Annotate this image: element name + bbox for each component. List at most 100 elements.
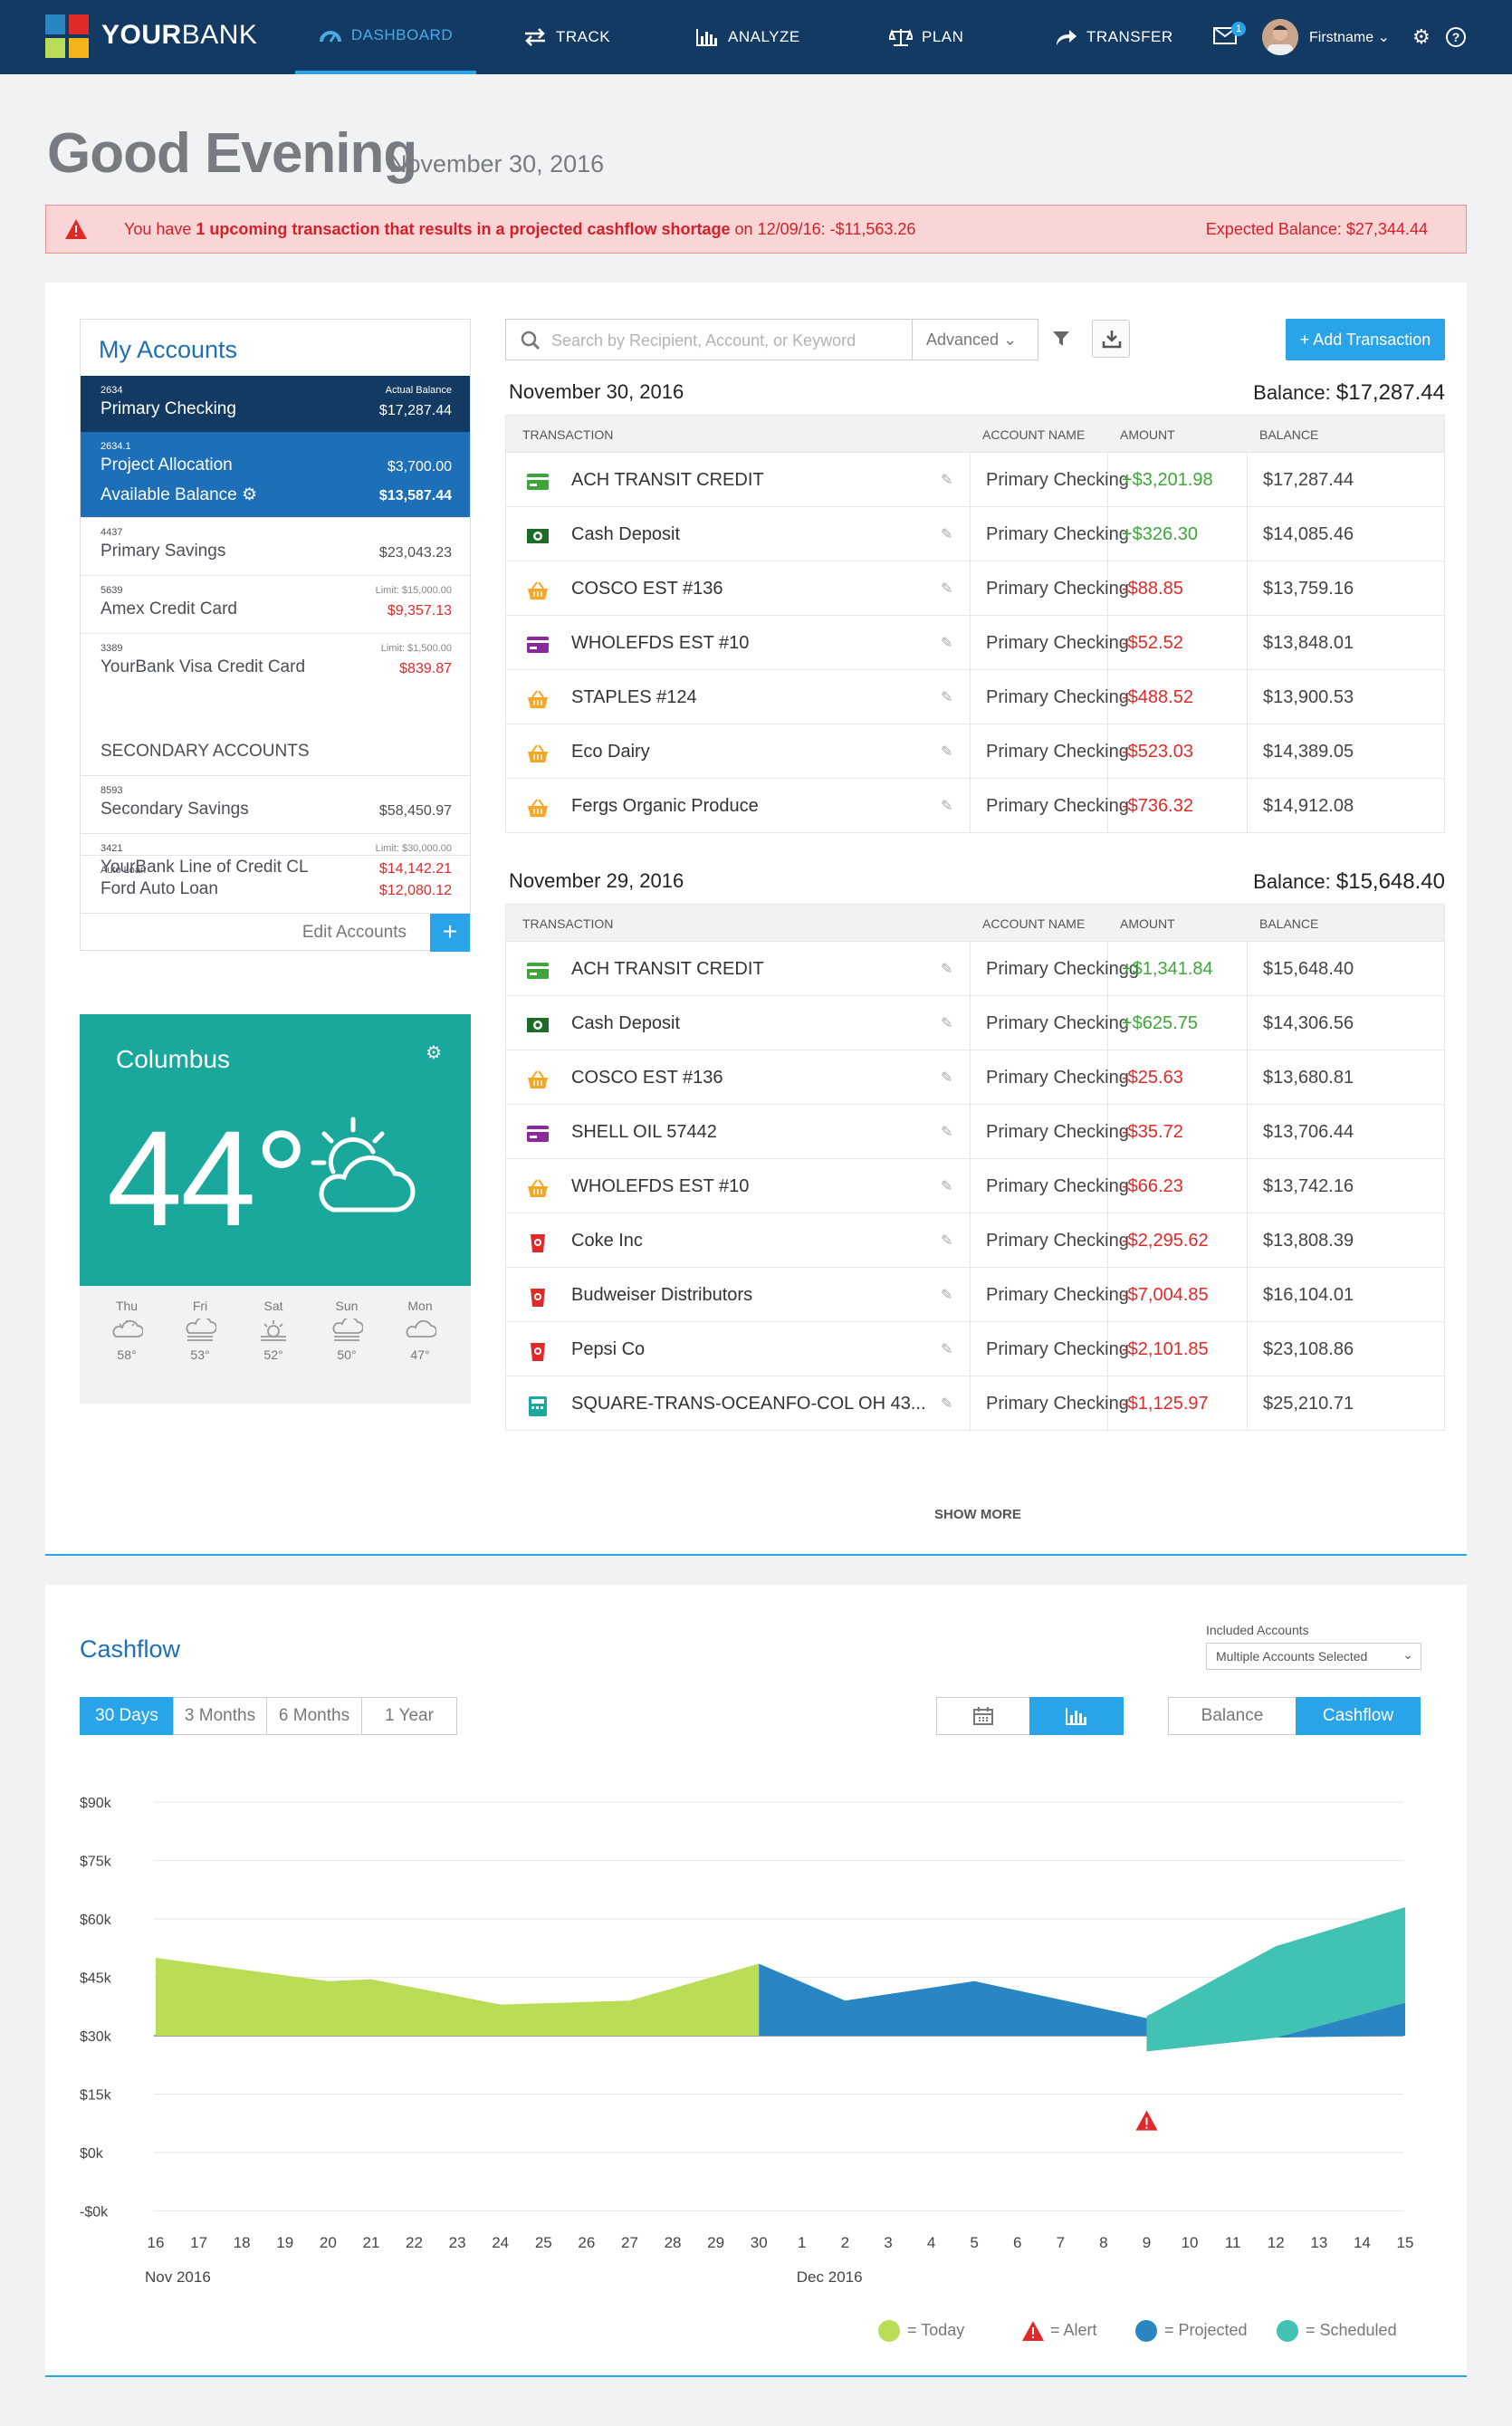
edit-icon[interactable]: ✎ [941,1233,953,1249]
table-row[interactable]: Cash Deposit ✎ Primary Checking +$326.30 $14… [505,507,1445,561]
forecast-day: Mon 47° [393,1299,447,1362]
my-accounts-card: My Accounts 2634 Primary Checking Actual… [80,319,471,952]
table-row[interactable]: Eco Dairy ✎ Primary Checking -$523.03 $14,38… [505,724,1445,779]
included-accounts-select[interactable]: Multiple Accounts Selected ⌄ [1206,1643,1421,1670]
table-row[interactable]: COSCO EST #136 ✎ Primary Checking -$88.85 $1… [505,561,1445,616]
table-row[interactable]: WHOLEFDS EST #10 ✎ Primary Checking -$52.52… [505,616,1445,670]
running-balance: $23,108.86 [1263,1339,1354,1359]
edit-icon[interactable]: ✎ [941,1342,953,1357]
edit-icon[interactable]: ✎ [941,1070,953,1086]
forecast-day: Thu 58° [100,1299,154,1362]
user-avatar[interactable] [1262,19,1298,55]
edit-icon[interactable]: ✎ [941,527,953,542]
table-row[interactable]: WHOLEFDS EST #10 ✎ Primary Checking -$66.23… [505,1159,1445,1213]
account-primary-savings[interactable]: 4437 Primary Savings $23,043.23 [81,517,470,575]
table-row[interactable]: COSCO EST #136 ✎ Primary Checking -$25.63 $1… [505,1050,1445,1105]
x-tick-label: 6 [1013,2234,1021,2251]
account-project-allocation[interactable]: 2634.1 Project Allocation $3,700.00 Avai… [81,432,470,517]
nav-plan[interactable]: PLAN [889,0,963,74]
day-date: November 30, 2016 [509,380,684,403]
account-secondary-savings[interactable]: 8593 Secondary Savings $58,450.97 [81,775,470,833]
table-row[interactable]: Cash Deposit ✎ Primary Checking +$625.75 $14… [505,996,1445,1050]
user-menu[interactable]: Firstname ⌄ [1309,30,1390,45]
edit-icon[interactable]: ✎ [941,473,953,488]
edit-icon[interactable]: ✎ [941,1288,953,1303]
show-more-button[interactable]: SHOW MORE [934,1507,1021,1522]
edit-icon[interactable]: ✎ [941,1396,953,1412]
expected-balance: Expected Balance: $27,344.44 [1205,220,1428,238]
download-button[interactable] [1092,320,1130,358]
fog-icon [332,1318,363,1341]
table-row[interactable]: STAPLES #124 ✎ Primary Checking -$488.52 $13… [505,670,1445,724]
edit-icon[interactable]: ✎ [941,581,953,597]
table-row[interactable]: ACH TRANSIT CREDIT ✎ Primary Checkingg +$1,… [505,942,1445,996]
table-row[interactable]: SQUARE-TRANS-OCEANFO-COL OH 43... ✎ Primar… [505,1376,1445,1431]
table-row[interactable]: Budweiser Distributors ✎ Primary Checking -… [505,1268,1445,1322]
account-ford-auto-loan[interactable]: Auto Loan Ford Auto Loan $12,080.12 [81,855,470,913]
advanced-search-dropdown[interactable]: Advanced ⌄ [912,319,1038,360]
nav-track[interactable]: TRACK [523,0,610,74]
warning-icon [1022,2321,1044,2341]
nav-transfer[interactable]: TRANSFER [1054,0,1173,74]
credit-card-icon [527,1126,549,1142]
x-tick-label: 10 [1182,2234,1199,2251]
bank-logo[interactable] [45,14,91,60]
transaction-description: Budweiser Distributors [571,1285,753,1305]
cashflow-view-toggle[interactable]: Cashflow [1296,1697,1421,1735]
nav-analyze[interactable]: ANALYZE [695,0,800,74]
transaction-search-input[interactable]: Search by Recipient, Account, or Keyword [505,319,913,360]
cashflow-chart: $90k $75k $60k $45k $30k $15k $0k -$0k 16 17 18 19 2… [80,1775,1456,2286]
transaction-description: Pepsi Co [571,1339,646,1359]
gear-icon[interactable]: ⚙ [426,1043,442,1063]
add-transaction-button[interactable]: + Add Transaction [1286,319,1445,360]
my-accounts-title: My Accounts [99,336,238,363]
shopping-basket-icon [528,581,548,599]
range-1-year[interactable]: 1 Year [361,1697,457,1735]
edit-icon[interactable]: ✎ [941,1125,953,1140]
account-name: Primary Checking [986,524,1129,544]
account-amex-credit-card[interactable]: 5639 Amex Credit Card Limit: $15,000.00 … [81,575,470,633]
range-3-months[interactable]: 3 Months [173,1697,267,1735]
account-primary-checking[interactable]: 2634 Primary Checking Actual Balance $17… [81,376,470,432]
table-row[interactable]: ACH TRANSIT CREDIT ✎ Primary Checking +$3,2… [505,453,1445,507]
calendar-view-button[interactable] [936,1697,1030,1735]
share-arrow-icon [1057,30,1077,45]
calendar-icon [973,1707,993,1725]
table-row[interactable]: Fergs Organic Produce ✎ Primary Checking -$… [505,779,1445,833]
alert-marker[interactable] [1135,2110,1158,2131]
gear-icon[interactable]: ⚙ [1412,25,1431,48]
range-30-days[interactable]: 30 Days [80,1697,174,1735]
help-icon[interactable]: ? [1446,27,1466,47]
add-account-button[interactable]: + [430,914,470,952]
transaction-amount: -$35.72 [1122,1122,1183,1142]
cup-icon [531,1234,545,1252]
table-row[interactable]: Coke Inc ✎ Primary Checking -$2,295.62 $13,8… [505,1213,1445,1268]
edit-icon[interactable]: ✎ [941,962,953,977]
range-6-months[interactable]: 6 Months [266,1697,362,1735]
nav-dashboard[interactable]: DASHBOARD [295,0,476,74]
edit-icon[interactable]: ✎ [941,1179,953,1194]
edit-icon[interactable]: ✎ [941,636,953,651]
table-row[interactable]: SHELL OIL 57442 ✎ Primary Checking -$35.72 $… [505,1105,1445,1159]
transaction-amount: -$66.23 [1122,1176,1183,1196]
account-line-of-credit[interactable]: 3421 YourBank Line of Credit CL Limit: $… [81,833,470,891]
x-tick-label: 21 [362,2234,379,2251]
transaction-amount: -$523.03 [1122,742,1193,762]
transaction-amount: -$88.85 [1122,579,1183,599]
edit-accounts-button[interactable]: Edit Accounts [301,923,407,942]
included-accounts-label: Included Accounts [1206,1623,1309,1637]
edit-icon[interactable]: ✎ [941,744,953,760]
account-name: Primary Checking [986,687,1129,707]
edit-icon[interactable]: ✎ [941,799,953,814]
balance-view-toggle[interactable]: Balance [1168,1697,1297,1735]
filter-icon[interactable] [1052,330,1070,348]
edit-icon[interactable]: ✎ [941,1016,953,1031]
running-balance: $13,680.81 [1263,1068,1354,1088]
table-row[interactable]: Pepsi Co ✎ Primary Checking -$2,101.85 $23,1… [505,1322,1445,1376]
brand-name[interactable]: YOURBANK [101,20,258,50]
edit-icon[interactable]: ✎ [941,690,953,705]
gear-icon[interactable]: ⚙ [241,485,258,504]
x-tick-label: 23 [449,2234,466,2251]
bar-view-button[interactable] [1029,1697,1124,1735]
account-visa-credit-card[interactable]: 3389 YourBank Visa Credit Card Limit: $1… [81,633,470,691]
